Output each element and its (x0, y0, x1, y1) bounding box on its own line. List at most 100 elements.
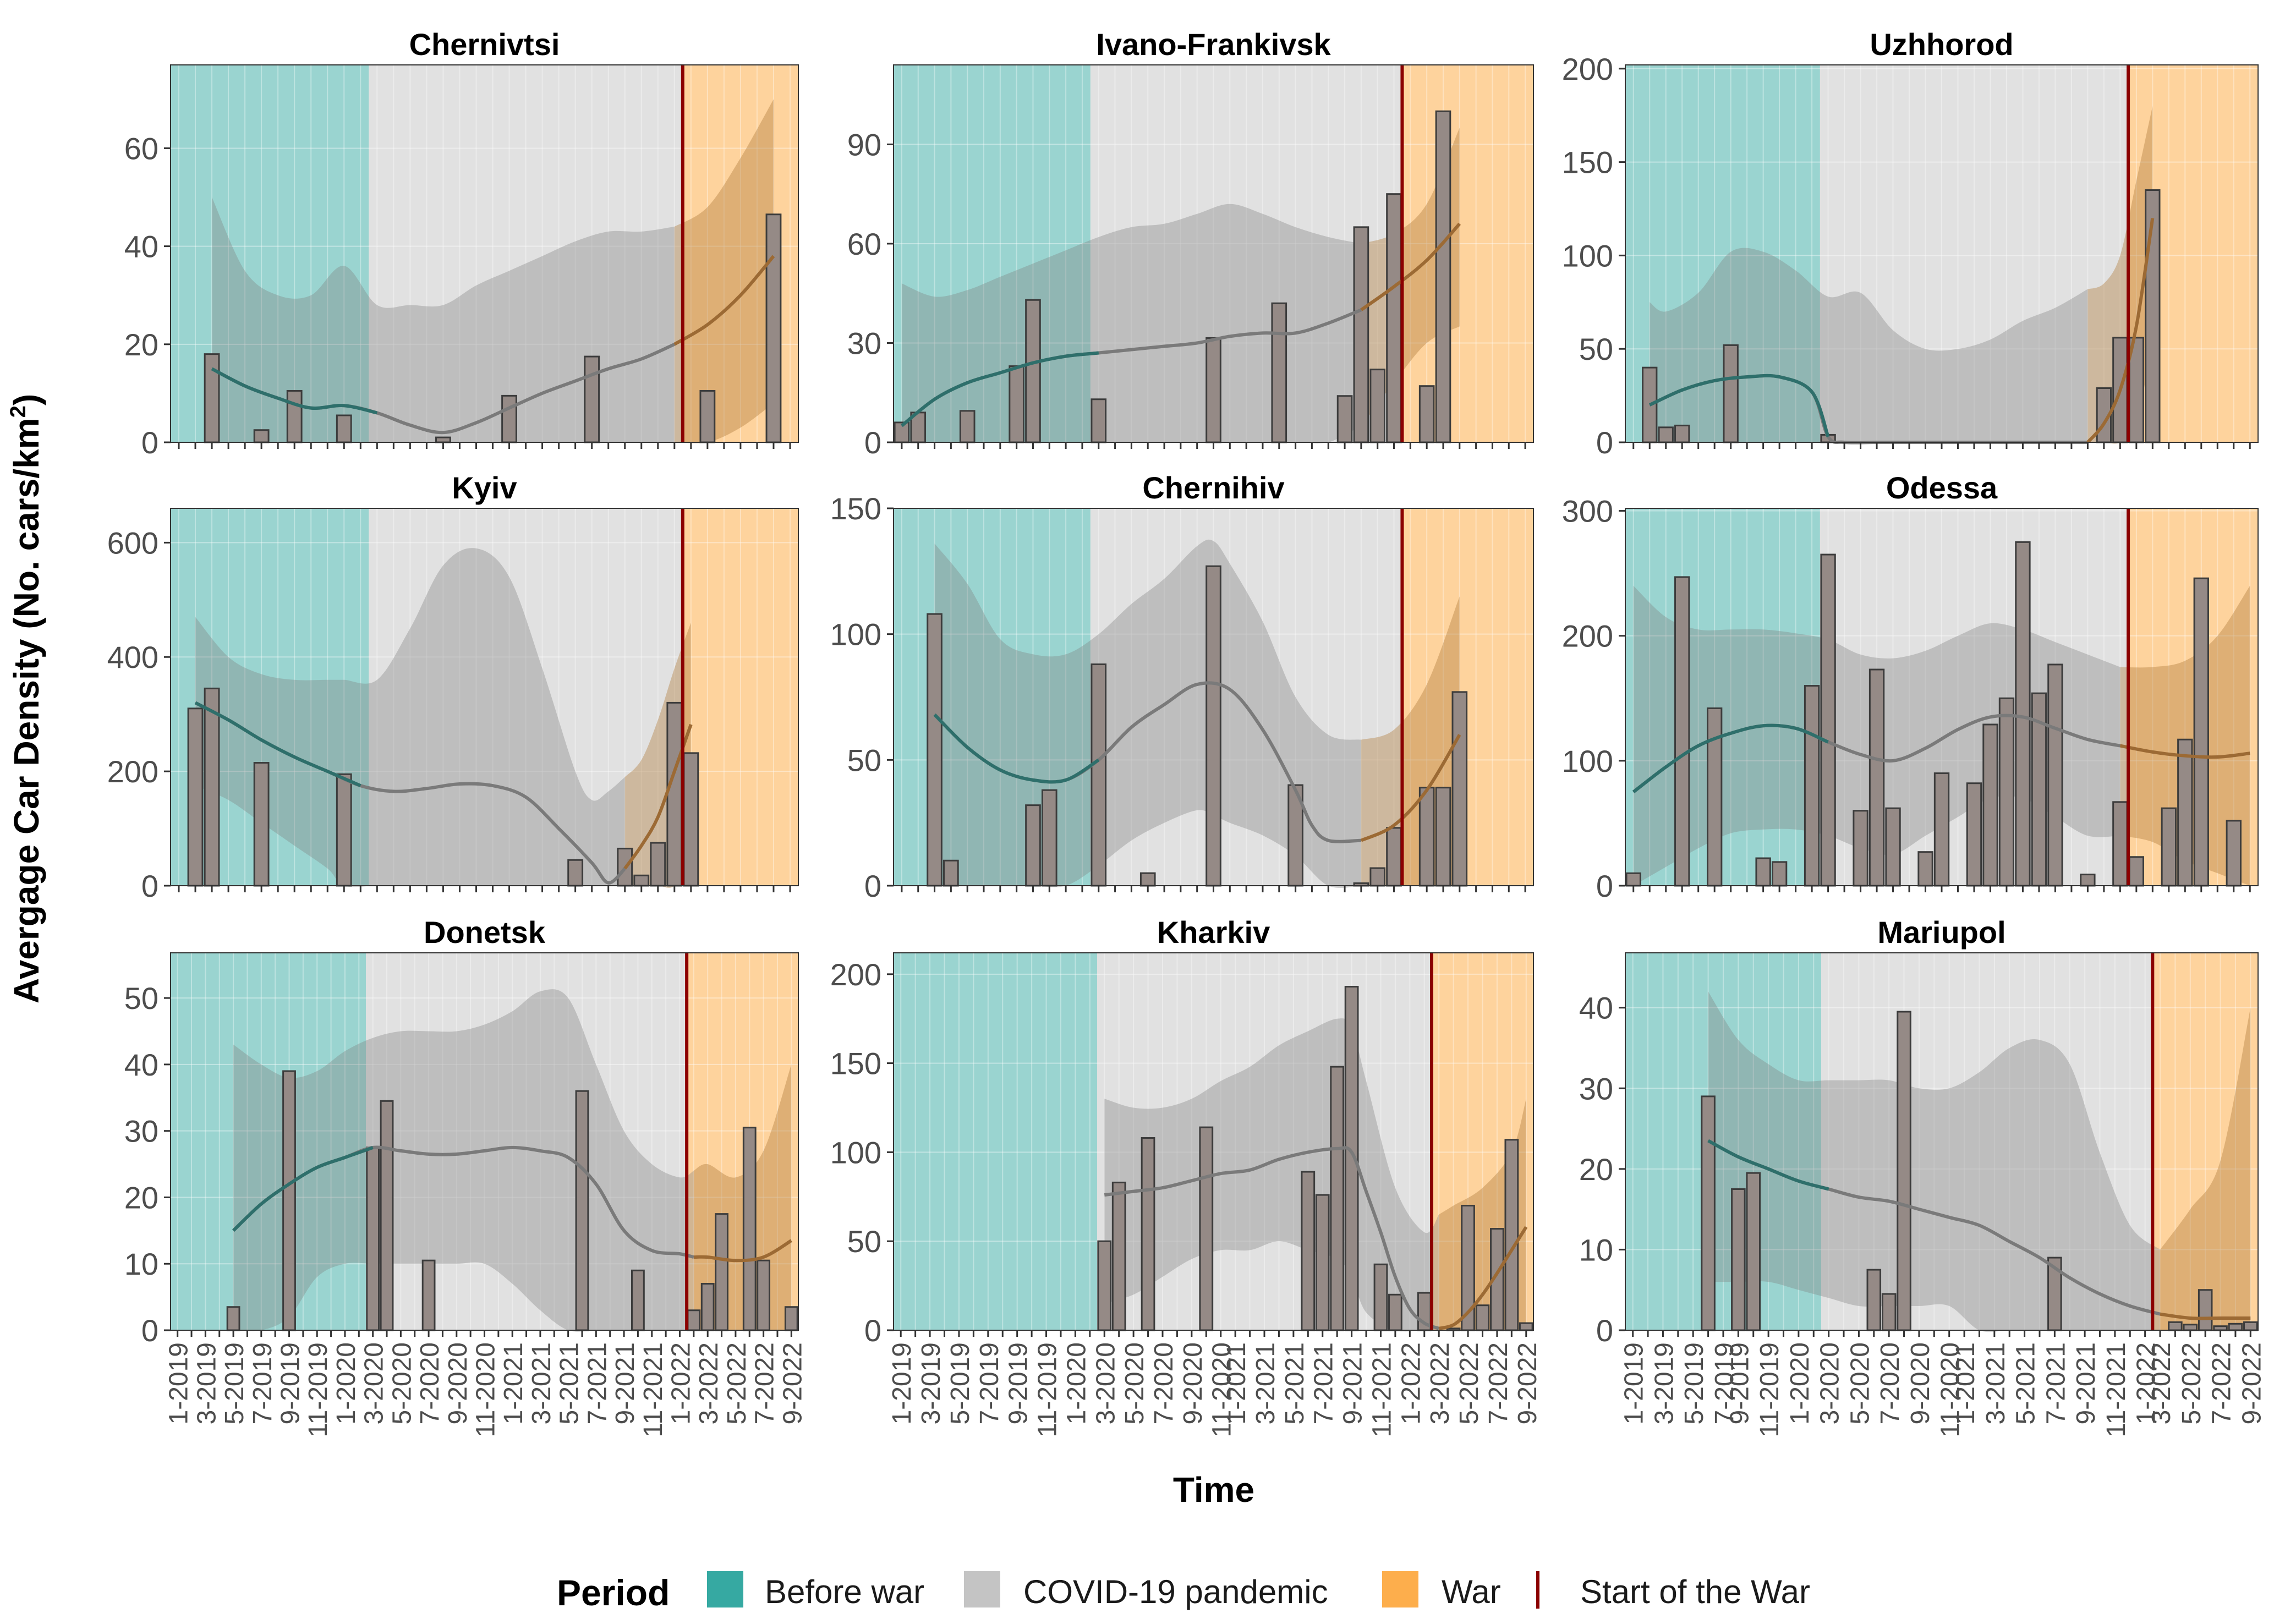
y-tick-label: 0 (864, 869, 881, 903)
trend-line-war (693, 1239, 792, 1263)
period-before-war (894, 508, 1091, 886)
x-tick-label: 7-2019 (975, 1342, 1004, 1424)
bar (2161, 807, 2177, 887)
bar (1504, 1139, 1519, 1331)
bar (336, 414, 352, 443)
bar (1701, 1095, 1716, 1331)
panel-ivano-frankivsk: Ivano-Frankivsk 0 30 60 90 (847, 27, 1534, 460)
y-tick-label: 200 (107, 754, 158, 789)
confidence-band (195, 548, 625, 887)
bar (2015, 541, 2031, 887)
bar (584, 355, 600, 443)
bar (2213, 1325, 2228, 1331)
y-axis-title-close: ) (7, 394, 46, 405)
panel-border (170, 64, 799, 443)
x-tick-label: 3-2019 (192, 1342, 221, 1424)
bar (757, 1259, 771, 1331)
x-tick-label: 7-2019 (248, 1342, 277, 1424)
panel-title: Mariupol (1877, 915, 2005, 950)
bar (1301, 1171, 1316, 1331)
bar (1271, 302, 1287, 443)
y-tick-label: 60 (124, 131, 158, 166)
x-tick-label: 1-2022 (2132, 1342, 2161, 1424)
y-tick-label: 400 (107, 640, 158, 674)
x-tick-label: 9-2021 (1339, 1342, 1368, 1424)
bar (1982, 723, 1998, 887)
bar (204, 353, 220, 443)
bar (699, 389, 716, 443)
bar (282, 1070, 296, 1331)
legend: Period Before war COVID-19 pandemic War … (557, 1571, 1810, 1613)
y-tick-label: 0 (864, 425, 881, 460)
bar (187, 707, 204, 887)
bar (765, 213, 782, 443)
bar (1091, 663, 1107, 887)
bar (1866, 1269, 1882, 1331)
bar (1658, 426, 1674, 443)
y-tick-label: 0 (1596, 425, 1613, 460)
x-tick-label: 7-2021 (2041, 1342, 2070, 1424)
bar (650, 842, 666, 887)
trend-line-war (2160, 1312, 2251, 1320)
x-tick-label: 1-2021 (1951, 1342, 1980, 1424)
panel-border (170, 508, 799, 886)
bar (1388, 1293, 1402, 1331)
bar (1897, 1011, 1911, 1331)
period-covid (369, 508, 683, 886)
bar (683, 752, 699, 887)
x-tick-label: 11-2021 (2102, 1342, 2131, 1438)
trend-line-before-war (211, 367, 377, 415)
bar (336, 773, 352, 887)
trend-line-before-war (1707, 1139, 1829, 1191)
x-tick-label: 3-2021 (1251, 1342, 1280, 1424)
y-tick-label: 150 (1562, 145, 1613, 180)
bar (2112, 801, 2128, 887)
bar (943, 859, 959, 887)
bar (1199, 1126, 1214, 1331)
bar (1885, 807, 1901, 887)
bar (1853, 810, 1868, 887)
panel-mariupol: Mariupol 0 10 20 30 40 1-2019 3-2019 5-2019 7-201… (1579, 915, 2267, 1438)
y-tick-label: 60 (847, 227, 881, 261)
panel-chernihiv: Chernihiv 0 50 100 150 (830, 470, 1534, 903)
bar (631, 1269, 645, 1331)
bar (1451, 691, 1468, 887)
confidence-band-war (1439, 1099, 1526, 1330)
panel-odessa: Odessa 0 100 200 300 (1562, 470, 2259, 903)
y-tick-label: 0 (141, 425, 158, 460)
bar (575, 1090, 589, 1331)
bar (2243, 1321, 2258, 1331)
bar (1723, 344, 1739, 443)
facet-panels: Chernivtsi 0 20 40 60 Ivano-Frankivsk 0 30 60 90 U… (107, 27, 2267, 1438)
trend-line-war (1438, 1226, 1528, 1330)
x-tick-label: 11-2019 (304, 1342, 333, 1438)
bar (421, 1259, 436, 1331)
y-tick-label: 40 (124, 1047, 158, 1082)
bar (1519, 1322, 1533, 1331)
x-tick-label: 9-2020 (1906, 1342, 1935, 1424)
confidence-band (1708, 991, 2160, 1332)
confidence-band-war (1361, 128, 1460, 426)
bar (1820, 553, 1836, 887)
period-before-war (171, 65, 369, 442)
y-tick-label: 50 (847, 743, 881, 777)
bar (1418, 385, 1435, 443)
y-axis-title: Avergage Car Density (No. cars/km2) (6, 394, 46, 1003)
panel-title: Chernihiv (1142, 470, 1284, 505)
period-war (687, 953, 798, 1330)
bar (1746, 1172, 1761, 1331)
period-before-war (171, 508, 369, 886)
y-tick-label: 600 (107, 525, 158, 560)
x-tick-label: 9-2020 (443, 1342, 473, 1424)
bar (2228, 1323, 2243, 1331)
x-tick-label: 5-2019 (220, 1342, 249, 1424)
trend-line-war (2119, 744, 2250, 759)
bar (1435, 787, 1451, 887)
confidence-band-war (2120, 585, 2250, 886)
x-tick-label: 3-2020 (360, 1342, 389, 1424)
x-tick-label: 7-2019 (1710, 1342, 1739, 1424)
panel-title: Chernivtsi (409, 27, 560, 62)
period-before-war (171, 953, 366, 1330)
y-tick-label: 50 (124, 981, 158, 1016)
bar (1111, 1181, 1126, 1331)
